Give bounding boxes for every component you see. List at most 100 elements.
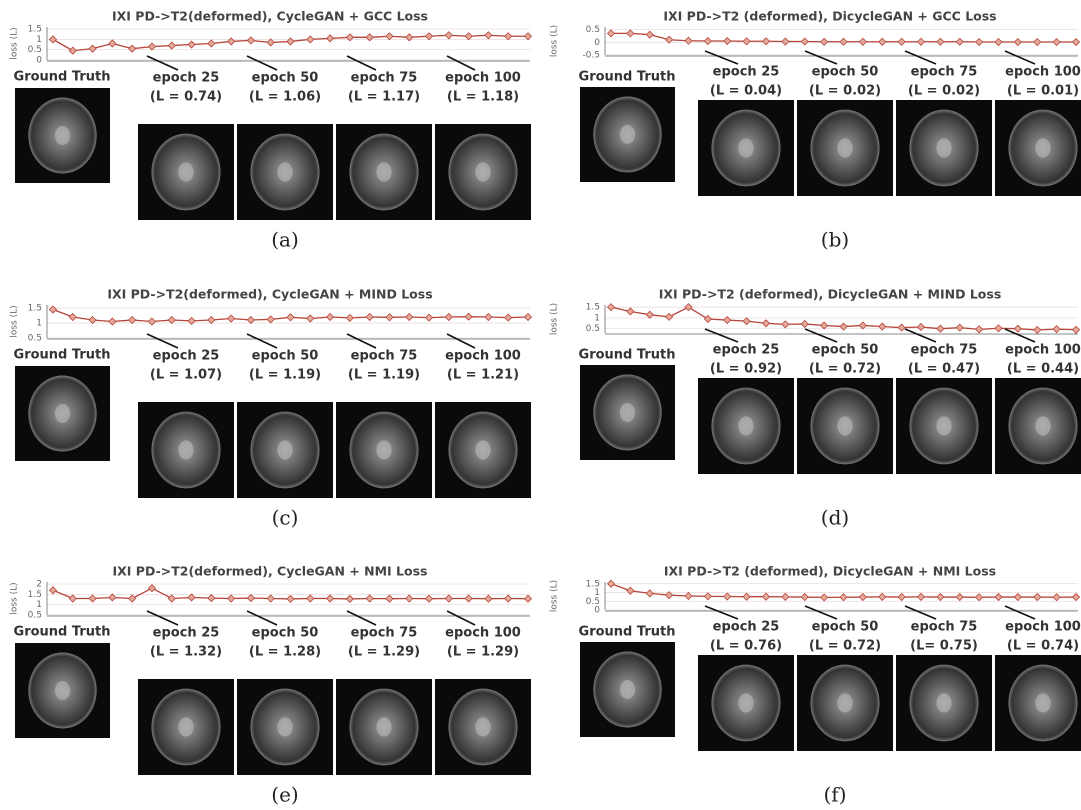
brain-detail <box>376 440 392 460</box>
loss-label: (L = 0.44) <box>1007 362 1079 377</box>
ground-truth-label: Ground Truth <box>14 70 111 85</box>
loss-marker <box>523 312 533 322</box>
loss-marker <box>484 594 493 603</box>
loss-marker <box>266 38 275 47</box>
loss-marker <box>108 593 117 602</box>
loss-marker <box>1033 592 1042 602</box>
y-tick-label: 1 <box>36 600 42 610</box>
panel-title: IXI PD->T2 (deformed), DicycleGAN + GCC … <box>663 9 996 24</box>
loss-marker <box>916 592 926 601</box>
loss-marker <box>839 37 848 46</box>
brain-detail <box>619 680 636 699</box>
loss-marker <box>385 32 394 41</box>
y-tick-label: 1.5 <box>28 25 42 35</box>
loss-marker <box>227 594 236 603</box>
loss-marker <box>167 41 176 50</box>
brain-detail <box>738 693 754 713</box>
ground-truth-label: Ground Truth <box>14 625 111 640</box>
panel-title: IXI PD->T2 (deformed), DicycleGAN + MIND… <box>659 287 1002 302</box>
brain-detail <box>1035 693 1051 713</box>
loss-marker <box>878 322 887 331</box>
loss-label: (L = 1.19) <box>348 368 420 383</box>
connector <box>804 605 838 620</box>
brain-detail <box>837 693 853 713</box>
loss-label: (L = 0.02) <box>809 84 881 99</box>
loss-marker <box>820 37 829 46</box>
loss-marker <box>405 594 414 603</box>
brain-detail <box>738 138 754 158</box>
loss-marker <box>345 594 354 603</box>
loss-marker <box>665 591 674 600</box>
loss-marker <box>703 314 712 324</box>
loss-marker <box>286 37 295 46</box>
loss-marker <box>464 312 473 321</box>
ground-truth-label: Ground Truth <box>579 348 676 363</box>
loss-marker <box>994 324 1003 333</box>
loss-marker <box>761 37 771 46</box>
brain-detail <box>178 440 194 460</box>
connector <box>246 610 278 626</box>
y-tick-label: 1 <box>594 588 600 598</box>
epoch-label: epoch 75 <box>911 343 978 358</box>
loss-marker <box>936 324 945 333</box>
loss-marker <box>742 317 751 326</box>
loss-marker <box>147 42 157 51</box>
loss-marker <box>504 594 513 603</box>
loss-label: (L = 0.01) <box>1007 84 1079 99</box>
loss-label: (L = 1.29) <box>447 645 519 660</box>
loss-label: (L = 0.47) <box>908 362 980 377</box>
brain-detail <box>277 162 293 182</box>
panel-caption: (d) <box>821 506 849 530</box>
loss-marker <box>742 592 751 601</box>
epoch-label: epoch 50 <box>812 65 879 80</box>
panel-caption: (a) <box>271 228 299 252</box>
loss-label: (L = 0.72) <box>809 362 881 377</box>
epoch-label: epoch 25 <box>153 626 220 641</box>
loss-label: (L = 1.21) <box>447 368 519 383</box>
panel-caption: (e) <box>271 783 298 807</box>
loss-marker <box>742 37 751 46</box>
y-tick-label: 1 <box>594 313 600 323</box>
loss-marker <box>820 593 829 602</box>
loss-marker <box>444 312 453 322</box>
y-tick-label: 0 <box>36 56 42 66</box>
loss-marker <box>424 594 434 603</box>
y-tick-label: 0.5 <box>28 45 42 55</box>
connector <box>704 605 739 620</box>
loss-marker <box>128 315 137 325</box>
loss-marker <box>187 316 196 325</box>
epoch-label: epoch 50 <box>812 620 879 635</box>
epoch-label: epoch 50 <box>812 343 879 358</box>
loss-marker <box>1052 37 1061 47</box>
brain-detail <box>475 162 491 182</box>
loss-marker <box>994 592 1003 602</box>
loss-marker <box>365 594 374 603</box>
loss-marker <box>800 319 809 329</box>
loss-marker <box>975 37 984 47</box>
loss-marker <box>523 32 533 41</box>
loss-marker <box>246 36 255 45</box>
loss-marker <box>286 313 295 322</box>
loss-marker <box>326 312 335 322</box>
loss-marker <box>385 313 394 322</box>
loss-marker <box>68 594 77 603</box>
loss-marker <box>975 325 984 334</box>
loss-marker <box>645 310 654 319</box>
brain-detail <box>376 717 392 737</box>
y-tick-label: 1 <box>36 35 42 45</box>
brain-detail <box>54 681 71 700</box>
loss-marker <box>187 593 196 602</box>
loss-marker <box>781 592 790 601</box>
loss-marker <box>464 594 473 603</box>
brain-detail <box>936 416 952 436</box>
loss-marker <box>1033 37 1042 47</box>
brain-detail <box>1035 138 1051 158</box>
brain-detail <box>475 717 491 737</box>
loss-marker <box>606 29 616 38</box>
connector <box>904 328 937 343</box>
y-tick-label: 1.5 <box>28 304 42 314</box>
ground-truth-label: Ground Truth <box>579 625 676 640</box>
loss-marker <box>955 37 964 46</box>
epoch-label: epoch 75 <box>911 620 978 635</box>
